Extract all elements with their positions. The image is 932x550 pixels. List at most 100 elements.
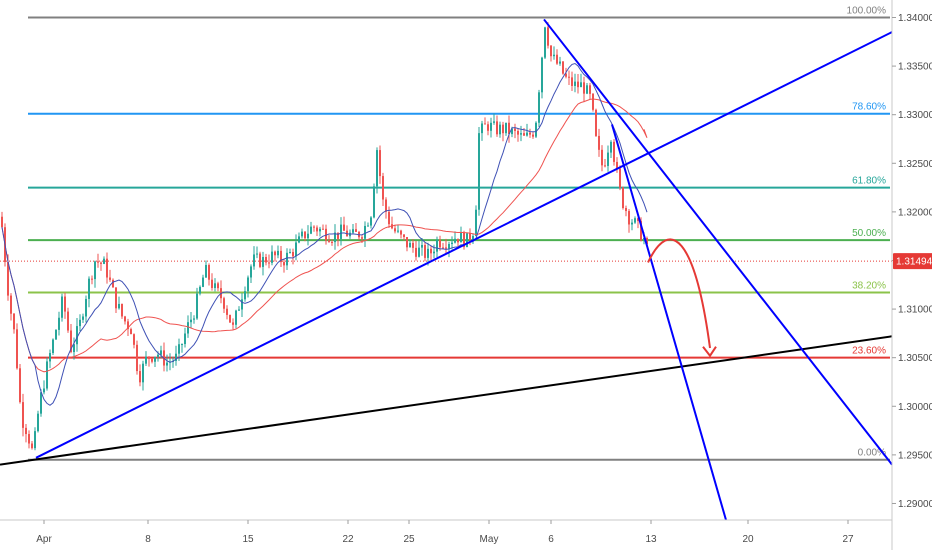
candle-body (403, 234, 405, 238)
candle-body (58, 317, 60, 330)
candle-body (262, 257, 264, 267)
candle-body (250, 266, 252, 278)
candle-body (253, 254, 255, 267)
candle-body (52, 339, 54, 354)
falling-trendline-outer (543, 18, 893, 466)
candle-body (97, 261, 99, 263)
candlestick-series (1, 22, 648, 451)
candle-body (472, 236, 474, 240)
candle-body (208, 265, 210, 280)
candle-body (499, 124, 501, 135)
candle-body (601, 149, 603, 166)
candle-body (457, 238, 459, 243)
candle-body (316, 227, 318, 232)
trend-lines[interactable] (0, 18, 893, 521)
candle-body (139, 371, 141, 383)
candle-body (436, 239, 438, 252)
candle-body (646, 237, 648, 245)
y-tick-label: 1.29000 (898, 499, 932, 510)
x-tick-label: 15 (242, 534, 254, 545)
candle-body (109, 277, 111, 280)
candle-body (73, 344, 75, 353)
candle-body (154, 356, 156, 362)
candle-body (322, 228, 324, 230)
current-price-tag-bg (893, 253, 932, 270)
candle-body (442, 247, 444, 249)
candle-body (121, 303, 123, 317)
candle-body (562, 61, 564, 74)
candle-body (604, 165, 606, 167)
candle-body (514, 128, 516, 131)
candle-body (430, 248, 432, 254)
candle-body (187, 322, 189, 334)
candle-body (541, 57, 543, 93)
candle-body (328, 240, 330, 242)
candle-body (520, 133, 522, 135)
candle-body (238, 309, 240, 311)
candle-body (196, 293, 198, 319)
candle-body (43, 388, 45, 393)
candle-body (283, 262, 285, 266)
candle-body (553, 54, 555, 57)
candle-body (94, 261, 96, 280)
candle-body (280, 250, 282, 263)
fib-level-label: 38.20% (852, 281, 886, 292)
candle-body (586, 85, 588, 94)
candle-body (19, 368, 21, 403)
candle-body (538, 92, 540, 123)
candle-body (343, 224, 345, 231)
current-price-label: 1.31494 (896, 257, 932, 268)
candle-body (160, 350, 162, 355)
candle-body (610, 141, 612, 153)
candle-body (592, 93, 594, 110)
candle-body (565, 73, 567, 77)
candle-body (133, 334, 135, 345)
fib-level-label: 61.80% (852, 176, 886, 187)
candle-body (607, 152, 609, 166)
fibonacci-retracement[interactable]: 100.00% 78.60% 61.80% 50.00% 38.20% 23.60% 0.0… (0, 5, 892, 461)
candle-body (259, 253, 261, 267)
forecast-arrow[interactable] (647, 238, 717, 358)
candle-body (181, 344, 183, 346)
candle-body (226, 308, 228, 315)
support-trendline (0, 335, 893, 466)
candle-body (505, 122, 507, 134)
candle-body (88, 278, 90, 299)
candle-body (526, 132, 528, 136)
candle-body (517, 130, 519, 135)
moving-average-fast (1, 62, 648, 406)
falling-trendline-inner (611, 124, 727, 521)
candle-body (304, 231, 306, 239)
x-tick-label: 27 (842, 534, 854, 545)
candle-body (493, 121, 495, 123)
candle-body (643, 237, 645, 241)
fib-level-label: 0.00% (858, 448, 886, 459)
candle-body (301, 231, 303, 237)
candle-body (148, 356, 150, 359)
candle-body (229, 314, 231, 323)
candle-body (313, 226, 315, 228)
candle-body (568, 76, 570, 78)
y-tick-label: 1.32000 (898, 207, 932, 218)
candle-body (532, 134, 534, 137)
candle-body (379, 150, 381, 177)
candle-body (589, 85, 591, 94)
candle-body (370, 217, 372, 226)
candle-body (184, 333, 186, 345)
candle-body (559, 61, 561, 64)
candle-body (211, 279, 213, 288)
candle-body (481, 123, 483, 134)
candle-body (619, 168, 621, 188)
candle-body (556, 54, 558, 64)
x-tick-label: May (480, 534, 499, 545)
candle-body (127, 321, 129, 330)
x-tick-label: Apr (36, 534, 52, 545)
fib-level-label: 78.60% (852, 102, 886, 113)
candle-body (298, 236, 300, 243)
candle-body (22, 402, 24, 428)
candle-body (352, 229, 354, 233)
candle-body (241, 299, 243, 310)
candle-body (388, 211, 390, 225)
candle-body (613, 141, 615, 162)
